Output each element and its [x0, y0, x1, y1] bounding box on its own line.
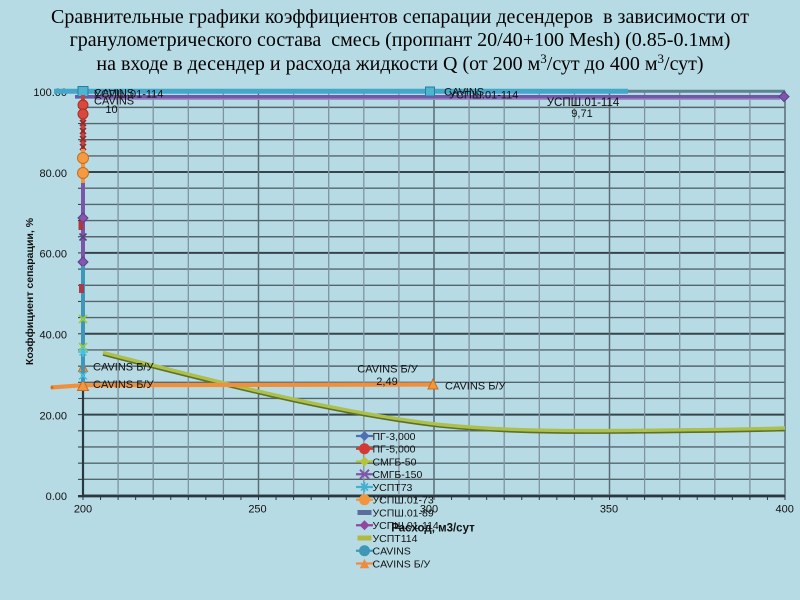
svg-text:УСПТ114: УСПТ114: [373, 533, 418, 545]
svg-text:300: 300: [420, 504, 438, 516]
svg-text:ПГ-5,000: ПГ-5,000: [373, 444, 416, 456]
svg-text:Расход, м3/сут: Расход, м3/сут: [391, 523, 475, 535]
svg-text:УСПШ.01-114: УСПШ.01-114: [373, 520, 439, 532]
svg-text:2,49: 2,49: [376, 376, 397, 388]
svg-text:10: 10: [105, 104, 117, 116]
svg-text:ПГ-3,000: ПГ-3,000: [373, 431, 416, 443]
svg-text:0.00: 0.00: [46, 491, 67, 503]
svg-text:Коэффициент сепарации, %: Коэффициент сепарации, %: [24, 217, 36, 365]
svg-text:CAVINS Б/У: CAVINS Б/У: [445, 381, 506, 393]
svg-text:CAVINS: CAVINS: [444, 87, 484, 99]
svg-text:УСПШ.01-114: УСПШ.01-114: [547, 97, 620, 109]
svg-text:CAVINS Б/У: CAVINS Б/У: [373, 558, 431, 570]
svg-text:60.00: 60.00: [39, 249, 67, 261]
svg-text:УСПТ73: УСПТ73: [373, 482, 413, 494]
svg-text:250: 250: [248, 504, 266, 516]
svg-text:УСПШ.01-73: УСПШ.01-73: [373, 495, 434, 507]
svg-text:УСПШ.01-114: УСПШ.01-114: [94, 88, 163, 100]
svg-text:CAVINS: CAVINS: [373, 546, 411, 558]
svg-text:200: 200: [74, 504, 92, 516]
svg-text:CAVINS Б/У: CAVINS Б/У: [93, 379, 154, 391]
svg-text:УСПШ.01-89: УСПШ.01-89: [373, 507, 434, 519]
svg-text:40.00: 40.00: [39, 329, 67, 341]
svg-text:20.00: 20.00: [39, 410, 67, 422]
svg-text:СМГБ-150: СМГБ-150: [373, 469, 423, 481]
svg-text:80.00: 80.00: [39, 168, 67, 180]
svg-text:CAVINS Б/У: CAVINS Б/У: [93, 362, 154, 374]
svg-text:УСПШ.01-114: УСПШ.01-114: [449, 90, 518, 102]
svg-text:СМГБ-50: СМГБ-50: [373, 456, 417, 468]
svg-text:CAVINS Б/У: CAVINS Б/У: [357, 364, 418, 376]
svg-text:9,71: 9,71: [571, 108, 592, 120]
svg-text:400: 400: [776, 504, 794, 516]
svg-text:350: 350: [600, 504, 618, 516]
svg-text:CAVINS: CAVINS: [94, 96, 134, 108]
svg-text:CAVINS: CAVINS: [94, 88, 134, 100]
